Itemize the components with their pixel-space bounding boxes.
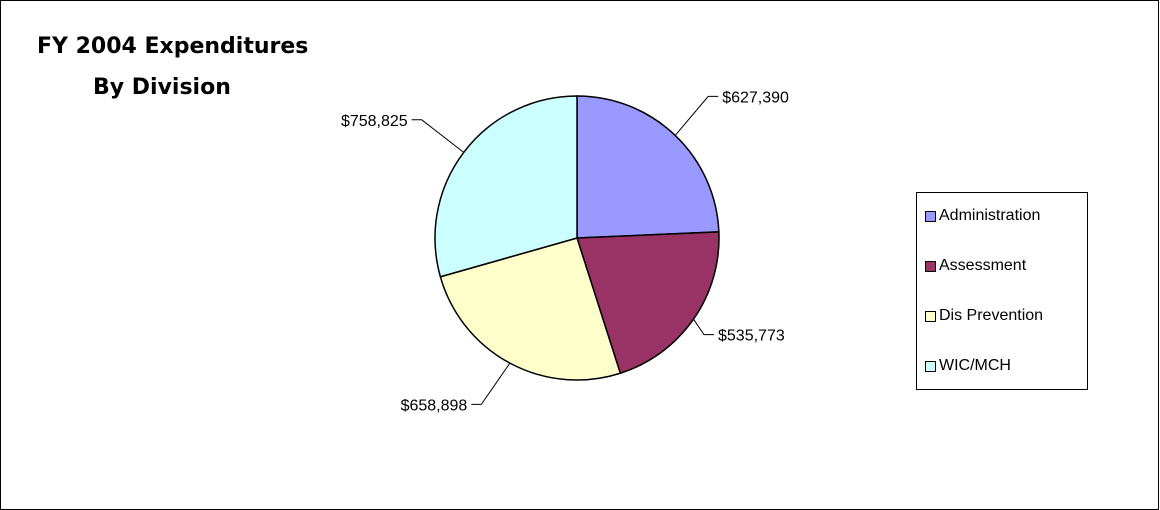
legend-label: Dis Prevention xyxy=(939,307,1044,324)
leader-line xyxy=(471,362,511,405)
chart-title: FY 2004 Expenditures xyxy=(37,34,309,59)
data-label: $758,825 xyxy=(341,113,408,130)
pie-slice-wic-mch xyxy=(434,95,578,278)
chart-subtitle: By Division xyxy=(93,75,231,100)
legend-item: Dis Prevention xyxy=(925,305,1043,327)
leader-line xyxy=(693,318,714,336)
data-label: $627,390 xyxy=(722,89,789,106)
legend-label: Assessment xyxy=(939,257,1027,274)
legend-swatch xyxy=(925,360,936,372)
leader-line xyxy=(411,119,465,153)
legend-item: Administration xyxy=(925,205,1040,227)
legend: Administration Assessment Dis Prevention WI… xyxy=(916,192,1088,390)
data-label: $535,773 xyxy=(718,328,785,345)
legend-label: WIC/MCH xyxy=(939,357,1011,374)
legend-swatch xyxy=(925,210,936,222)
pie-slice-dis-prevention xyxy=(439,237,622,381)
pie-slice-assessment xyxy=(575,231,720,375)
data-labels: $627,390 $535,773 $658,898 $758,825 xyxy=(341,89,789,414)
pie-slices xyxy=(434,95,720,381)
data-label: $658,898 xyxy=(401,397,468,414)
pie-chart: $627,390 $535,773 $658,898 $758,825 xyxy=(341,89,789,414)
pie-slice-administration xyxy=(576,95,720,239)
legend-swatch xyxy=(925,310,936,322)
leader-lines xyxy=(411,95,719,405)
legend-item: Assessment xyxy=(925,255,1026,277)
legend-swatch xyxy=(925,260,936,272)
legend-label: Administration xyxy=(939,207,1041,224)
leader-line xyxy=(674,95,719,136)
legend-item: WIC/MCH xyxy=(925,355,1011,377)
